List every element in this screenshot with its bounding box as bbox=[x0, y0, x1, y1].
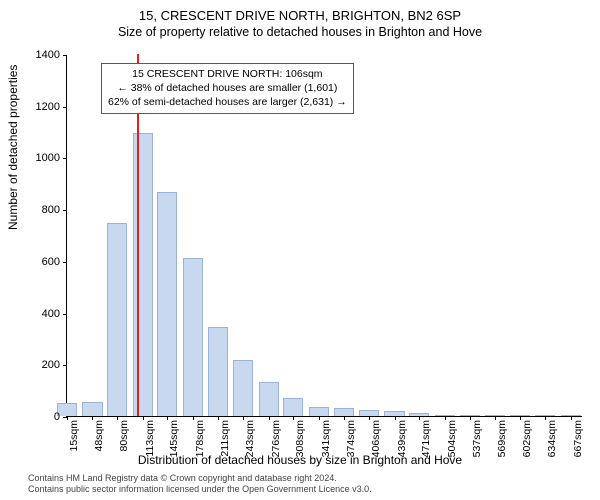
histogram-bar bbox=[157, 192, 177, 416]
x-tick-label: 48sqm bbox=[93, 420, 105, 470]
y-tick-label: 0 bbox=[10, 411, 60, 423]
page-title: 15, CRESCENT DRIVE NORTH, BRIGHTON, BN2 … bbox=[0, 0, 600, 23]
y-tick-label: 1200 bbox=[10, 101, 60, 113]
info-box-line: 15 CRESCENT DRIVE NORTH: 106sqm bbox=[108, 67, 347, 81]
y-tick-mark bbox=[63, 314, 67, 315]
x-tick-label: 374sqm bbox=[345, 420, 357, 470]
x-tick-label: 80sqm bbox=[118, 420, 130, 470]
y-tick-label: 800 bbox=[10, 204, 60, 216]
histogram-bar bbox=[183, 258, 203, 416]
y-tick-label: 400 bbox=[10, 308, 60, 320]
x-tick-label: 145sqm bbox=[168, 420, 180, 470]
y-tick-label: 200 bbox=[10, 359, 60, 371]
x-tick-label: 406sqm bbox=[370, 420, 382, 470]
attribution-line: Contains HM Land Registry data © Crown c… bbox=[28, 473, 372, 484]
x-tick-label: 243sqm bbox=[244, 420, 256, 470]
property-info-box: 15 CRESCENT DRIVE NORTH: 106sqm← 38% of … bbox=[101, 63, 354, 114]
histogram-bar bbox=[82, 402, 102, 416]
info-box-line: 62% of semi-detached houses are larger (… bbox=[108, 95, 347, 109]
y-tick-mark bbox=[63, 158, 67, 159]
attribution-line: Contains public sector information licen… bbox=[28, 484, 372, 495]
histogram-bar bbox=[259, 382, 279, 416]
y-tick-label: 600 bbox=[10, 256, 60, 268]
attribution-text: Contains HM Land Registry data © Crown c… bbox=[28, 473, 372, 496]
page-subtitle: Size of property relative to detached ho… bbox=[0, 23, 600, 39]
x-tick-label: 537sqm bbox=[471, 420, 483, 470]
x-tick-label: 211sqm bbox=[219, 420, 231, 470]
x-tick-label: 308sqm bbox=[294, 420, 306, 470]
y-tick-mark bbox=[63, 107, 67, 108]
info-box-line: ← 38% of detached houses are smaller (1,… bbox=[108, 81, 347, 95]
x-tick-label: 15sqm bbox=[68, 420, 80, 470]
y-tick-mark bbox=[63, 210, 67, 211]
histogram-bar bbox=[233, 360, 253, 416]
x-tick-label: 113sqm bbox=[144, 420, 156, 470]
x-tick-label: 667sqm bbox=[572, 420, 584, 470]
histogram-bar bbox=[133, 133, 153, 416]
x-tick-label: 504sqm bbox=[446, 420, 458, 470]
x-tick-label: 341sqm bbox=[320, 420, 332, 470]
histogram-bar bbox=[309, 407, 329, 416]
histogram-bar bbox=[283, 398, 303, 416]
histogram-bar bbox=[208, 327, 228, 416]
x-tick-label: 178sqm bbox=[194, 420, 206, 470]
x-tick-label: 569sqm bbox=[496, 420, 508, 470]
x-tick-label: 276sqm bbox=[270, 420, 282, 470]
histogram-bar bbox=[107, 223, 127, 416]
x-tick-label: 439sqm bbox=[396, 420, 408, 470]
y-tick-mark bbox=[63, 365, 67, 366]
histogram-bar bbox=[334, 408, 354, 416]
x-tick-label: 471sqm bbox=[420, 420, 432, 470]
y-tick-mark bbox=[63, 262, 67, 263]
y-tick-mark bbox=[63, 55, 67, 56]
x-tick-label: 634sqm bbox=[546, 420, 558, 470]
y-tick-label: 1000 bbox=[10, 152, 60, 164]
y-tick-label: 1400 bbox=[10, 49, 60, 61]
x-tick-label: 602sqm bbox=[521, 420, 533, 470]
